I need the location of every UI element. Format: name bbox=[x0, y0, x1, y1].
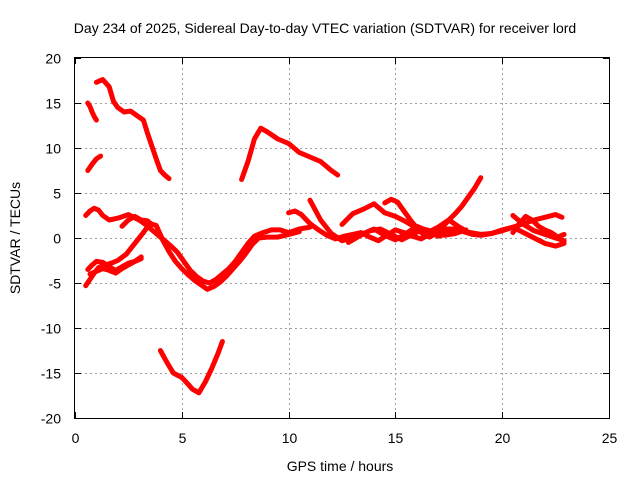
y-tick-label: 0 bbox=[53, 231, 61, 247]
series-line-d1 bbox=[83, 205, 313, 286]
x-tick-label: 20 bbox=[495, 430, 511, 446]
series-layer bbox=[83, 77, 567, 396]
y-tick-label: -5 bbox=[49, 276, 62, 292]
y-tick-label: 10 bbox=[45, 141, 61, 157]
y-tick-label: -15 bbox=[41, 366, 61, 382]
x-tick-label: 10 bbox=[282, 430, 298, 446]
series-line-a3 bbox=[85, 153, 104, 173]
series-line-d5 bbox=[119, 213, 155, 229]
series-line-d4 bbox=[87, 254, 144, 277]
plot-frame bbox=[74, 57, 610, 419]
y-tick-label: 15 bbox=[45, 96, 61, 112]
x-axis-label: GPS time / hours bbox=[287, 458, 394, 474]
x-tick-label: 25 bbox=[602, 430, 618, 446]
y-axis-label: SDTVAR / TECUs bbox=[7, 182, 23, 294]
y-tick-label: -10 bbox=[41, 321, 61, 337]
ticks: 0 5 10 15 20 25 -20 -15 -10 -5 0 5 10 15 20 bbox=[41, 51, 618, 447]
chart-title: Day 234 of 2025, Sidereal Day-to-day VTE… bbox=[74, 20, 576, 36]
x-tick-label: 5 bbox=[179, 430, 187, 446]
series-line-a2 bbox=[93, 77, 172, 182]
series-line-b1 bbox=[239, 125, 341, 182]
series-line-e7 bbox=[510, 213, 567, 244]
series-line-c1 bbox=[157, 339, 225, 396]
x-tick-label: 0 bbox=[72, 430, 80, 446]
series-line-d2 bbox=[83, 221, 302, 292]
series-line-e4 bbox=[382, 175, 484, 240]
series-line-e5 bbox=[345, 226, 469, 245]
y-tick-label: 20 bbox=[45, 51, 61, 67]
series-line-a1 bbox=[85, 100, 99, 123]
y-tick-label: -20 bbox=[41, 411, 61, 427]
y-tick-label: 5 bbox=[53, 186, 61, 202]
x-tick-label: 15 bbox=[388, 430, 404, 446]
